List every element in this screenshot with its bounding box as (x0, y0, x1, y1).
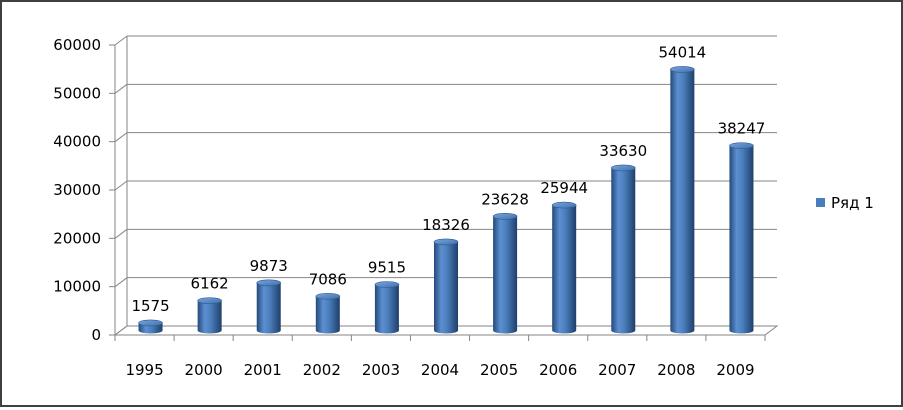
data-labels: 1575 6162 9873 7086 9515 18326 23628 25944 33630… (131, 43, 765, 314)
x-tick-label: 2007 (598, 361, 636, 379)
y-tick-label: 40000 (53, 133, 101, 151)
data-label: 54014 (659, 43, 707, 61)
bar-cap (374, 281, 400, 288)
bar-body (493, 216, 518, 334)
gridline-depth (114, 277, 128, 288)
bar-cap (433, 238, 459, 246)
data-label: 6162 (191, 275, 229, 293)
data-label: 1575 (131, 297, 169, 315)
data-label: 9873 (250, 257, 288, 275)
bar-cap (197, 297, 222, 305)
data-label: 23628 (481, 190, 529, 208)
bar-cap (138, 319, 163, 327)
bar-2001 (256, 279, 282, 334)
bar-body (729, 145, 754, 334)
bar-body (315, 296, 340, 334)
gridline-depth (114, 132, 128, 143)
x-tick-label: 2003 (362, 361, 400, 379)
data-label: 25944 (540, 179, 588, 197)
legend-label-ryad-1: Ряд 1 (831, 194, 874, 212)
bar-cap (670, 66, 695, 73)
bar-body (197, 300, 222, 334)
bar-cap (256, 279, 282, 287)
bar-2002 (315, 292, 341, 334)
x-tick-label: 1995 (125, 361, 163, 379)
gridline-depth (114, 35, 128, 46)
bar-1995 (138, 319, 163, 334)
x-tick-label: 2008 (657, 361, 695, 379)
bar-chart: 0 10000 20000 30000 40000 50000 60000 1995 2000 2… (53, 35, 874, 379)
x-tick-label: 2002 (303, 361, 341, 379)
y-tick-label: 10000 (53, 278, 101, 296)
bar-2009 (729, 142, 754, 334)
bar-body (670, 69, 695, 334)
x-tick-label: 2005 (480, 361, 518, 379)
bars (138, 66, 754, 334)
y-tick-label: 60000 (53, 36, 101, 54)
y-tick-label: 30000 (53, 181, 101, 199)
x-tick-label: 2004 (421, 361, 459, 379)
y-tick-label: 20000 (53, 229, 101, 247)
bar-2000 (197, 297, 222, 334)
bar-body (256, 282, 281, 334)
bar-body (552, 205, 577, 334)
bar-2006 (551, 201, 577, 334)
axes: 0 10000 20000 30000 40000 50000 60000 1995 2000 2… (53, 36, 779, 379)
data-label: 9515 (368, 259, 406, 277)
bar-cap (315, 292, 341, 300)
bar-cap (551, 201, 577, 209)
x-tick-label: 2001 (244, 361, 282, 379)
gridline-depth (114, 180, 128, 191)
data-label: 33630 (599, 142, 647, 160)
bar-2004 (433, 238, 459, 334)
x-tick-label: 2000 (185, 361, 223, 379)
bar-2007 (610, 164, 636, 334)
bar-body (611, 167, 636, 334)
legend: Ряд 1 (816, 194, 874, 212)
bar-body (434, 241, 458, 334)
gridline-depth (114, 83, 128, 94)
gridline-depth (114, 228, 128, 239)
bar-2003 (374, 281, 400, 334)
legend-swatch-ryad-1 (816, 198, 825, 207)
bar-body (374, 284, 399, 334)
x-tick-label: 2009 (716, 361, 754, 379)
floor (113, 325, 779, 336)
data-label: 18326 (422, 216, 470, 234)
y-tick-label: 50000 (53, 84, 101, 102)
bar-2008 (670, 66, 695, 334)
bar-cap (610, 164, 636, 172)
data-label: 7086 (309, 270, 347, 288)
bar-2005 (492, 212, 518, 334)
x-tick-label: 2006 (539, 361, 577, 379)
y-tick-label: 0 (91, 326, 101, 344)
bar-cap (729, 142, 754, 149)
bar-cap (492, 212, 518, 220)
data-label: 38247 (718, 120, 766, 138)
